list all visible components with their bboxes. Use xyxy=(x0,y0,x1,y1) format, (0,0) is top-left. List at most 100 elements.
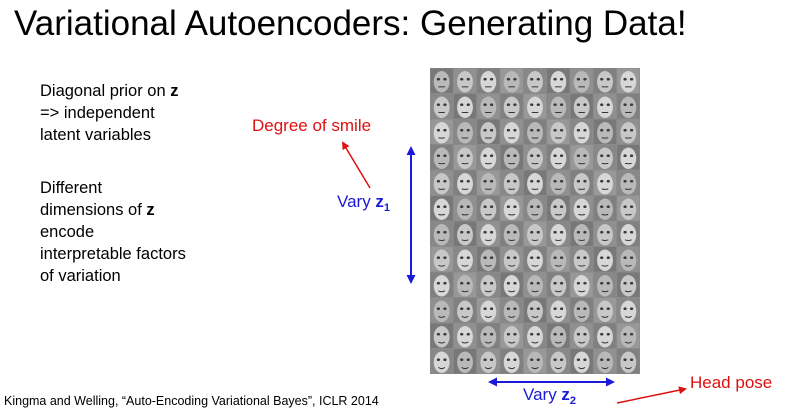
face-thumbnail xyxy=(523,221,547,246)
face-thumbnail xyxy=(430,298,453,323)
face-thumbnail xyxy=(453,94,477,119)
face-thumbnail xyxy=(617,323,640,348)
vary-z1-prefix: Vary xyxy=(337,192,376,211)
face-thumbnail xyxy=(570,298,593,323)
face-thumbnail xyxy=(430,119,453,144)
vary-z2-sub: 2 xyxy=(569,395,577,407)
face-thumbnail xyxy=(453,145,477,170)
generated-face-grid xyxy=(430,68,640,374)
face-thumbnail xyxy=(430,323,453,348)
face-thumbnail xyxy=(523,298,547,323)
vary-z2-label: Vary z2 xyxy=(523,385,576,407)
face-thumbnail xyxy=(593,272,617,297)
face-thumbnail xyxy=(617,119,640,144)
face-thumbnail xyxy=(547,170,570,195)
face-thumbnail xyxy=(523,145,547,170)
factors-line-1: Different xyxy=(40,179,103,197)
face-thumbnail xyxy=(523,272,547,297)
vary-z2-prefix: Vary xyxy=(523,385,562,404)
face-thumbnail xyxy=(430,196,453,221)
face-thumbnail xyxy=(430,221,453,246)
factors-line-2-text: dimensions of xyxy=(40,201,147,219)
face-thumbnail xyxy=(500,323,523,348)
degree-of-smile-label: Degree of smile xyxy=(252,116,372,135)
face-thumbnail xyxy=(523,196,547,221)
face-thumbnail xyxy=(523,247,547,272)
face-thumbnail xyxy=(547,196,570,221)
prior-description: Diagonal prior on z => independent laten… xyxy=(40,80,179,146)
face-thumbnail xyxy=(547,68,570,93)
face-thumbnail xyxy=(617,221,640,246)
vary-z1-sub: 1 xyxy=(383,202,391,214)
face-thumbnail xyxy=(477,145,500,170)
face-thumbnail xyxy=(570,68,593,93)
face-thumbnail xyxy=(453,119,477,144)
face-thumbnail xyxy=(570,247,593,272)
face-thumbnail xyxy=(570,119,593,144)
factors-line-3: encode xyxy=(40,223,95,241)
face-thumbnail xyxy=(593,196,617,221)
face-thumbnail xyxy=(477,221,500,246)
face-thumbnail xyxy=(500,145,523,170)
face-thumbnail xyxy=(593,221,617,246)
face-thumbnail xyxy=(500,272,523,297)
factors-line-4: interpretable factors xyxy=(40,245,186,263)
face-thumbnail xyxy=(430,94,453,119)
face-thumbnail xyxy=(593,170,617,195)
face-thumbnail xyxy=(593,349,617,374)
face-thumbnail xyxy=(617,247,640,272)
factors-line-5: of variation xyxy=(40,267,121,285)
smile-arrow xyxy=(341,141,371,189)
citation: Kingma and Welling, “Auto-Encoding Varia… xyxy=(4,394,379,408)
face-thumbnail xyxy=(570,349,593,374)
face-thumbnail xyxy=(523,94,547,119)
face-thumbnail xyxy=(617,349,640,374)
face-thumbnail xyxy=(500,68,523,93)
face-thumbnail xyxy=(570,94,593,119)
face-thumbnail xyxy=(453,323,477,348)
prior-line-1-text: Diagonal prior on xyxy=(40,82,171,100)
face-thumbnail xyxy=(500,196,523,221)
face-thumbnail xyxy=(430,349,453,374)
face-thumbnail xyxy=(453,170,477,195)
face-thumbnail xyxy=(477,68,500,93)
face-thumbnail xyxy=(547,298,570,323)
face-thumbnail xyxy=(593,298,617,323)
vary-z1-var: z xyxy=(375,192,384,211)
face-thumbnail xyxy=(593,247,617,272)
face-thumbnail xyxy=(547,94,570,119)
face-thumbnail xyxy=(617,196,640,221)
face-thumbnail xyxy=(547,145,570,170)
face-thumbnail xyxy=(523,323,547,348)
face-thumbnail xyxy=(453,349,477,374)
face-thumbnail xyxy=(477,247,500,272)
face-thumbnail xyxy=(477,272,500,297)
face-thumbnail xyxy=(593,94,617,119)
face-thumbnail xyxy=(617,298,640,323)
vary-z1-label: Vary z1 xyxy=(337,192,390,214)
face-thumbnail xyxy=(617,68,640,93)
face-thumbnail xyxy=(547,349,570,374)
face-thumbnail xyxy=(593,145,617,170)
z-variable: z xyxy=(146,201,155,219)
prior-line-2: => independent xyxy=(40,104,155,122)
face-thumbnail xyxy=(500,247,523,272)
prior-line-1: Diagonal prior on z xyxy=(40,80,179,102)
face-thumbnail xyxy=(453,196,477,221)
face-thumbnail xyxy=(547,119,570,144)
face-thumbnail xyxy=(500,119,523,144)
face-thumbnail xyxy=(617,170,640,195)
face-thumbnail xyxy=(500,170,523,195)
face-thumbnail xyxy=(430,145,453,170)
face-thumbnail xyxy=(523,68,547,93)
vary-z2-var: z xyxy=(561,385,570,404)
z-variable: z xyxy=(170,82,179,100)
face-thumbnail xyxy=(477,298,500,323)
face-thumbnail xyxy=(547,323,570,348)
head-pose-label: Head pose xyxy=(690,373,773,392)
face-thumbnail xyxy=(500,221,523,246)
face-thumbnail xyxy=(617,94,640,119)
face-thumbnail xyxy=(453,247,477,272)
face-thumbnail xyxy=(453,298,477,323)
head-pose-arrow xyxy=(616,386,687,404)
